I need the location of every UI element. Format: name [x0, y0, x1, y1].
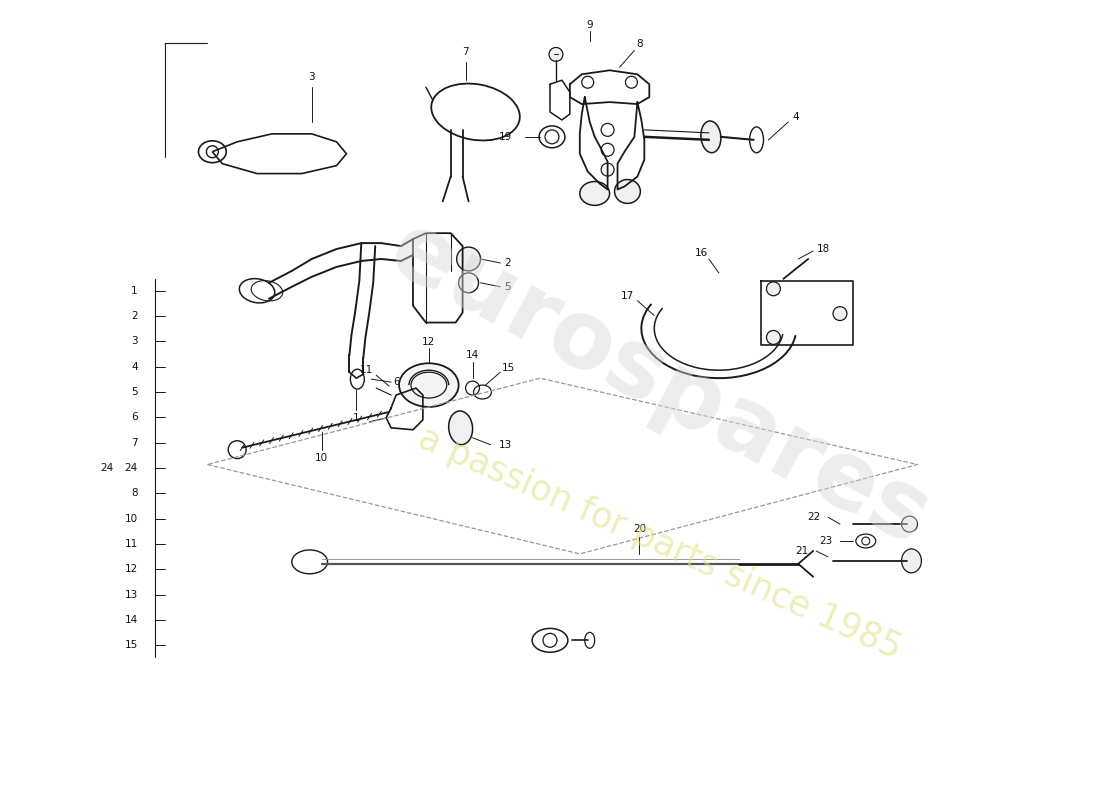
Text: 13: 13: [124, 590, 138, 600]
Text: 3: 3: [131, 337, 138, 346]
Text: 17: 17: [620, 290, 634, 301]
Text: 20: 20: [632, 524, 646, 534]
Text: 5: 5: [131, 387, 138, 397]
Text: 16: 16: [694, 248, 707, 258]
Text: 2: 2: [131, 311, 138, 321]
Text: 14: 14: [124, 615, 138, 625]
Text: 4: 4: [792, 112, 799, 122]
Text: eurospares: eurospares: [374, 203, 945, 565]
Text: 7: 7: [462, 47, 469, 58]
Text: 5: 5: [504, 282, 510, 292]
Ellipse shape: [549, 47, 563, 62]
Text: 1: 1: [353, 413, 360, 423]
Text: 3: 3: [308, 72, 315, 82]
Text: 4: 4: [131, 362, 138, 372]
Text: 11: 11: [124, 539, 138, 549]
Ellipse shape: [456, 247, 481, 271]
Text: 10: 10: [124, 514, 138, 524]
Circle shape: [833, 306, 847, 321]
Ellipse shape: [701, 121, 721, 153]
Text: 6: 6: [393, 377, 399, 387]
Text: 23: 23: [818, 536, 832, 546]
Text: 19: 19: [499, 132, 513, 142]
Text: 15: 15: [124, 640, 138, 650]
Text: 11: 11: [360, 366, 373, 375]
Ellipse shape: [615, 179, 640, 203]
Text: 6: 6: [131, 412, 138, 422]
Text: 21: 21: [795, 546, 808, 556]
Text: 22: 22: [807, 512, 821, 522]
Text: 12: 12: [422, 338, 436, 347]
Text: 14: 14: [466, 350, 480, 360]
Circle shape: [767, 282, 780, 296]
Text: 8: 8: [131, 488, 138, 498]
Text: 13: 13: [498, 440, 512, 450]
Text: 9: 9: [586, 20, 593, 30]
Ellipse shape: [902, 549, 922, 573]
Ellipse shape: [399, 363, 459, 407]
Text: 8: 8: [636, 39, 642, 50]
Text: 18: 18: [816, 244, 829, 254]
Text: 15: 15: [502, 363, 515, 374]
Text: 24: 24: [100, 463, 113, 473]
Ellipse shape: [580, 182, 609, 206]
Ellipse shape: [449, 411, 473, 445]
Text: a passion for parts since 1985: a passion for parts since 1985: [412, 421, 906, 666]
Text: 7: 7: [131, 438, 138, 448]
Text: 12: 12: [124, 564, 138, 574]
Text: 10: 10: [315, 453, 328, 462]
Text: 24: 24: [124, 463, 138, 473]
Text: 1: 1: [131, 286, 138, 296]
Text: 2: 2: [504, 258, 510, 268]
Circle shape: [767, 330, 780, 344]
